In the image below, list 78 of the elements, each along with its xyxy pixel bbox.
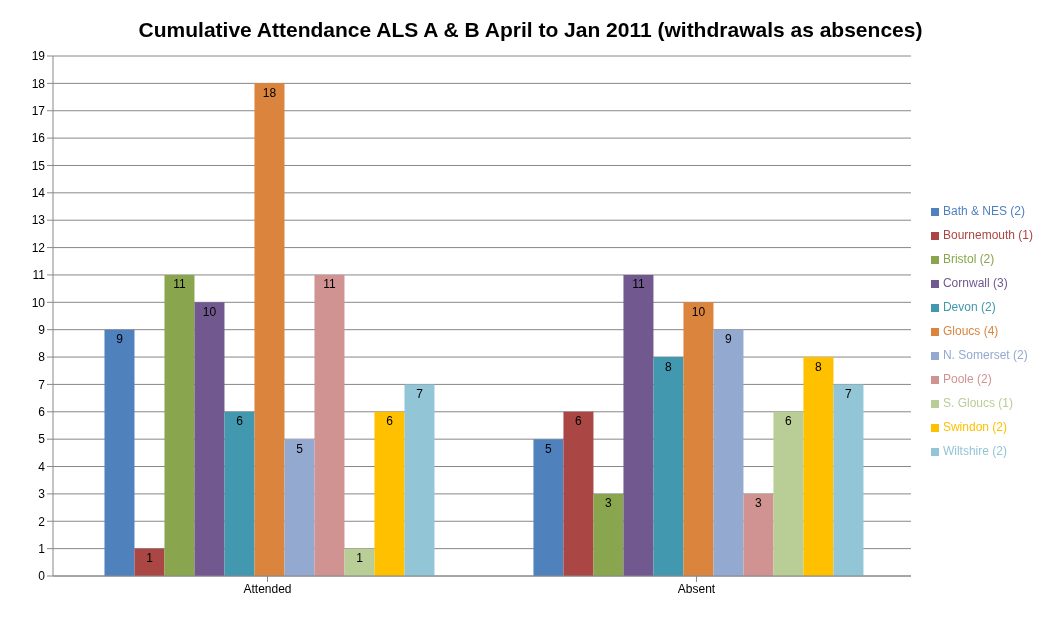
data-label: 11 — [323, 277, 337, 292]
y-tick-label: 16 — [31, 131, 46, 146]
y-tick-label: 1 — [38, 541, 46, 556]
data-label: 18 — [262, 85, 277, 100]
bar — [563, 411, 594, 576]
legend-label: Poole (2) — [942, 372, 992, 386]
y-tick-label: 13 — [31, 213, 46, 228]
bar — [593, 493, 624, 576]
legend-label: Cornwall (3) — [942, 276, 1008, 290]
y-tick-label: 19 — [31, 49, 46, 64]
bar — [833, 384, 864, 576]
bar — [284, 439, 315, 576]
data-label: 11 — [173, 277, 187, 292]
y-tick-label: 8 — [38, 350, 46, 365]
x-tick-label: Absent — [677, 581, 716, 596]
y-tick-label: 7 — [38, 377, 46, 392]
bar — [194, 302, 225, 576]
data-label: 7 — [845, 386, 853, 401]
y-tick-label: 11 — [32, 268, 46, 283]
data-label: 10 — [202, 304, 217, 319]
y-tick-label: 5 — [38, 432, 46, 447]
data-label: 1 — [356, 551, 364, 566]
y-tick-label: 18 — [31, 76, 46, 91]
legend-label: Wiltshire (2) — [942, 444, 1007, 458]
y-tick-label: 10 — [31, 295, 46, 310]
bar — [314, 274, 345, 576]
data-label: 6 — [386, 414, 394, 429]
bar — [404, 384, 435, 576]
data-label: 6 — [785, 414, 793, 429]
data-label: 3 — [755, 496, 763, 511]
y-tick-label: 4 — [38, 459, 46, 474]
legend-label: S. Gloucs (1) — [942, 396, 1013, 410]
bar — [104, 329, 135, 576]
legend-label: Gloucs (4) — [942, 324, 999, 338]
data-label: 11 — [632, 277, 645, 292]
data-label: 10 — [691, 304, 706, 319]
data-label: 5 — [296, 441, 304, 456]
y-tick-label: 12 — [31, 240, 46, 255]
y-tick-label: 14 — [31, 186, 46, 201]
y-tick-label: 3 — [38, 487, 46, 502]
data-label: 9 — [725, 332, 733, 347]
x-tick-label: Attended — [243, 581, 292, 596]
bar — [134, 548, 165, 576]
legend-label: Bournemouth (1) — [942, 228, 1033, 242]
bar — [623, 274, 654, 576]
bar — [164, 274, 195, 576]
bar — [224, 411, 255, 576]
data-label: 9 — [116, 332, 124, 347]
data-label: 8 — [665, 359, 673, 374]
bar — [713, 329, 744, 576]
legend-label: Bristol (2) — [942, 252, 995, 266]
bar — [653, 357, 684, 576]
legend-label: N. Somerset (2) — [942, 348, 1028, 362]
y-tick-label: 2 — [38, 514, 46, 529]
bar — [683, 302, 714, 576]
data-label: 8 — [815, 359, 823, 374]
y-tick-label: 15 — [31, 158, 46, 173]
y-tick-label: 6 — [38, 405, 46, 420]
y-tick-label: 17 — [31, 104, 46, 118]
data-label: 6 — [236, 414, 244, 429]
bar — [344, 548, 375, 576]
bar — [803, 357, 834, 576]
y-tick-label: 9 — [38, 322, 46, 337]
data-label: 3 — [605, 496, 613, 511]
data-label: 6 — [575, 414, 583, 429]
bar — [533, 439, 564, 576]
data-label: 5 — [545, 441, 553, 456]
bar — [743, 493, 774, 576]
data-label: 1 — [146, 551, 154, 566]
legend-label: Devon (2) — [942, 300, 996, 314]
legend-label: Swindon (2) — [942, 420, 1007, 434]
data-label: 7 — [416, 386, 424, 401]
y-tick-label: 0 — [38, 569, 46, 584]
chart-title: Cumulative Attendance ALS A & B April to Jan 2011 (withdrawals as absences) — [137, 17, 924, 43]
bar — [254, 83, 285, 576]
bar — [773, 411, 804, 576]
bar — [374, 411, 405, 576]
legend-label: Bath & NES (2) — [942, 204, 1025, 218]
